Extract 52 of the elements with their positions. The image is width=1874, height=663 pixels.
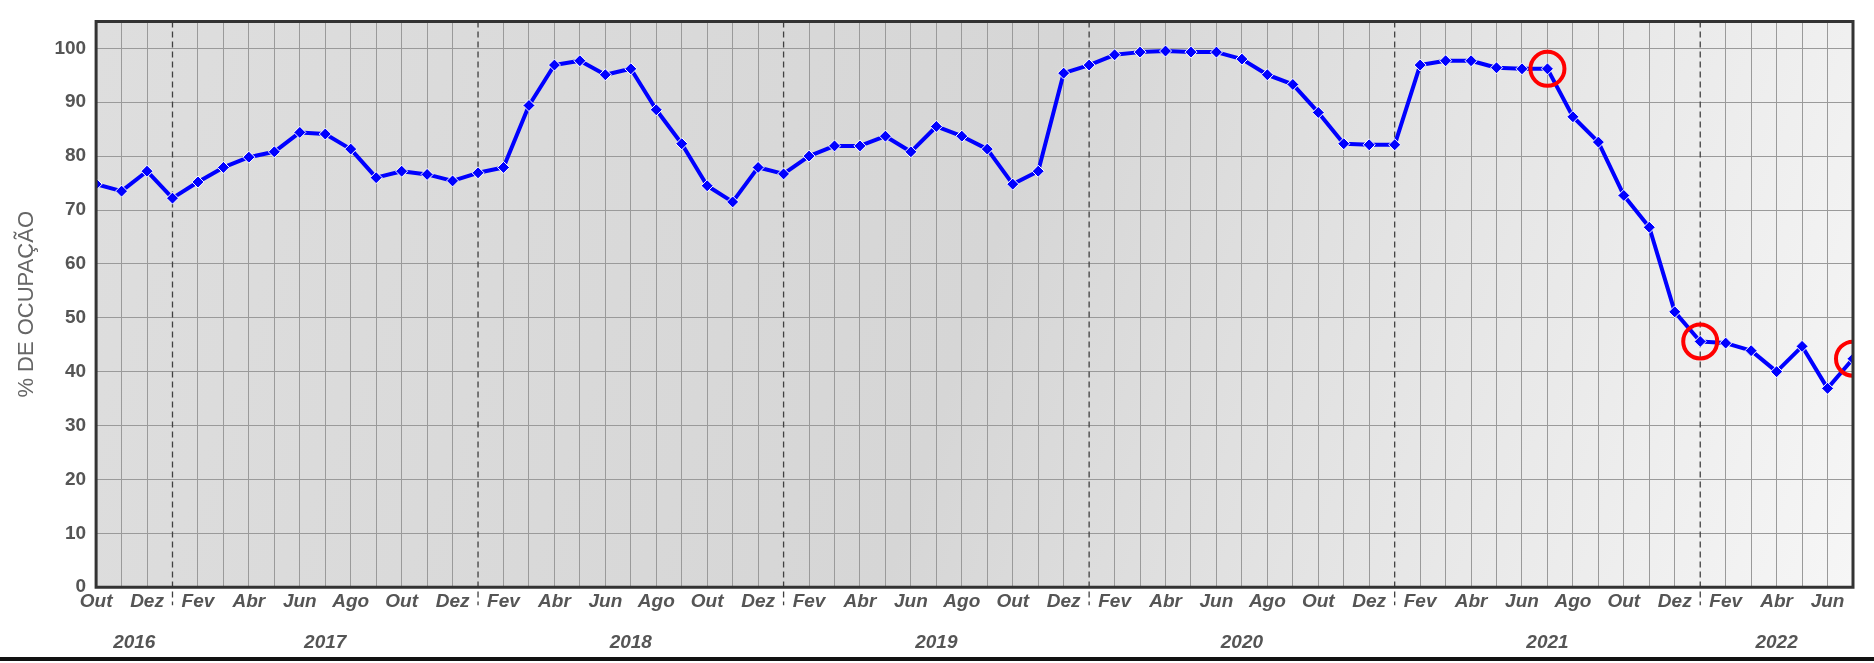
x-tick-label: Dez [1352, 589, 1387, 611]
x-tick-label: Out [1607, 589, 1641, 611]
text: 2022 [1754, 631, 1799, 653]
x-tick-label: Jun [1199, 589, 1234, 611]
x-tick-label: Fev [792, 589, 827, 611]
x-tick-label: Out [385, 589, 419, 611]
x-tick-label: Dez [435, 589, 470, 611]
x-tick-label: Jun [1810, 589, 1845, 611]
x-tick-label: Ago [636, 589, 675, 611]
x-tick-label: Jun [282, 589, 317, 611]
x-tick-label: Ago [1553, 589, 1592, 611]
x-tick-label: Out [996, 589, 1030, 611]
x-tick-label: Out [690, 589, 725, 611]
y-tick-label: 40 [64, 359, 87, 381]
x-tick-label: Dez [741, 589, 776, 611]
x-tick-label: Abr [537, 589, 573, 611]
x-tick-label: Abr [1453, 589, 1490, 611]
x-tick-label: Fev [487, 589, 522, 611]
text: 2017 [303, 631, 348, 653]
y-tick-label: 30 [64, 413, 87, 435]
x-tick-label: Abr [842, 589, 878, 611]
x-tick-label: Fev [1098, 589, 1133, 611]
x-tick-label: Out [1301, 589, 1336, 611]
y-tick-label: 20 [64, 467, 87, 489]
x-tick-label: Abr [1759, 589, 1795, 611]
x-tick-label: Dez [1657, 589, 1693, 611]
text: 2021 [1525, 631, 1569, 653]
y-tick-label: 100 [54, 36, 87, 58]
y-tick-label: 10 [64, 521, 87, 543]
x-tick-label: Fev [181, 589, 216, 611]
text: 2016 [112, 631, 156, 653]
x-tick-label: Jun [894, 589, 928, 611]
y-tick-label: 50 [64, 306, 87, 328]
y-axis-title: % DE OCUPAÇÃO [13, 210, 39, 398]
x-tick-label: Abr [231, 589, 267, 611]
x-tick-label: Ago [331, 589, 370, 611]
x-tick-label: Jun [588, 589, 623, 611]
y-tick-label: 90 [64, 90, 87, 112]
y-tick-label: 80 [64, 144, 87, 166]
x-tick-label: Dez [130, 589, 165, 611]
x-tick-label: Jun [1505, 589, 1539, 611]
x-tick-label: Ago [1247, 589, 1286, 611]
x-tick-label: Fev [1403, 589, 1438, 611]
x-tick-label: Dez [1046, 589, 1082, 611]
text: 2018 [608, 631, 653, 653]
text: 2019 [914, 631, 958, 653]
y-tick-label: 60 [64, 252, 87, 274]
x-tick-label: Ago [942, 589, 981, 611]
x-tick-label: Abr [1148, 589, 1184, 611]
text: 2020 [1219, 631, 1264, 653]
y-tick-label: 70 [64, 198, 87, 220]
x-tick-label: Fev [1709, 589, 1744, 611]
